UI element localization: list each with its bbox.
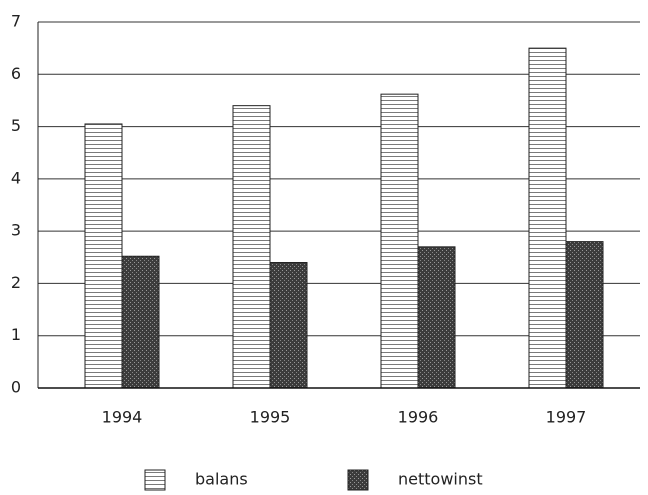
y-tick-label: 0 — [11, 378, 21, 397]
legend-swatch — [144, 469, 166, 491]
bar — [380, 93, 419, 389]
bar — [84, 123, 123, 389]
bar — [232, 105, 271, 389]
bar — [528, 47, 567, 389]
bar — [417, 246, 456, 389]
y-tick-label: 6 — [11, 64, 21, 83]
y-tick-label: 7 — [11, 12, 21, 31]
x-tick-label: 1997 — [546, 408, 587, 427]
y-tick-label: 4 — [11, 168, 21, 187]
bar — [121, 255, 160, 389]
x-tick-label: 1994 — [102, 408, 143, 427]
y-tick-label: 1 — [11, 325, 21, 344]
bar — [565, 241, 604, 389]
y-tick-label: 2 — [11, 273, 21, 292]
legend-swatch — [347, 469, 369, 491]
bar — [269, 262, 308, 389]
y-tick-label: 3 — [11, 221, 21, 240]
legend-label: balans — [195, 470, 248, 489]
x-tick-label: 1995 — [250, 408, 291, 427]
legend-label: nettowinst — [398, 470, 483, 489]
y-tick-label: 5 — [11, 116, 21, 135]
x-tick-label: 1996 — [398, 408, 439, 427]
